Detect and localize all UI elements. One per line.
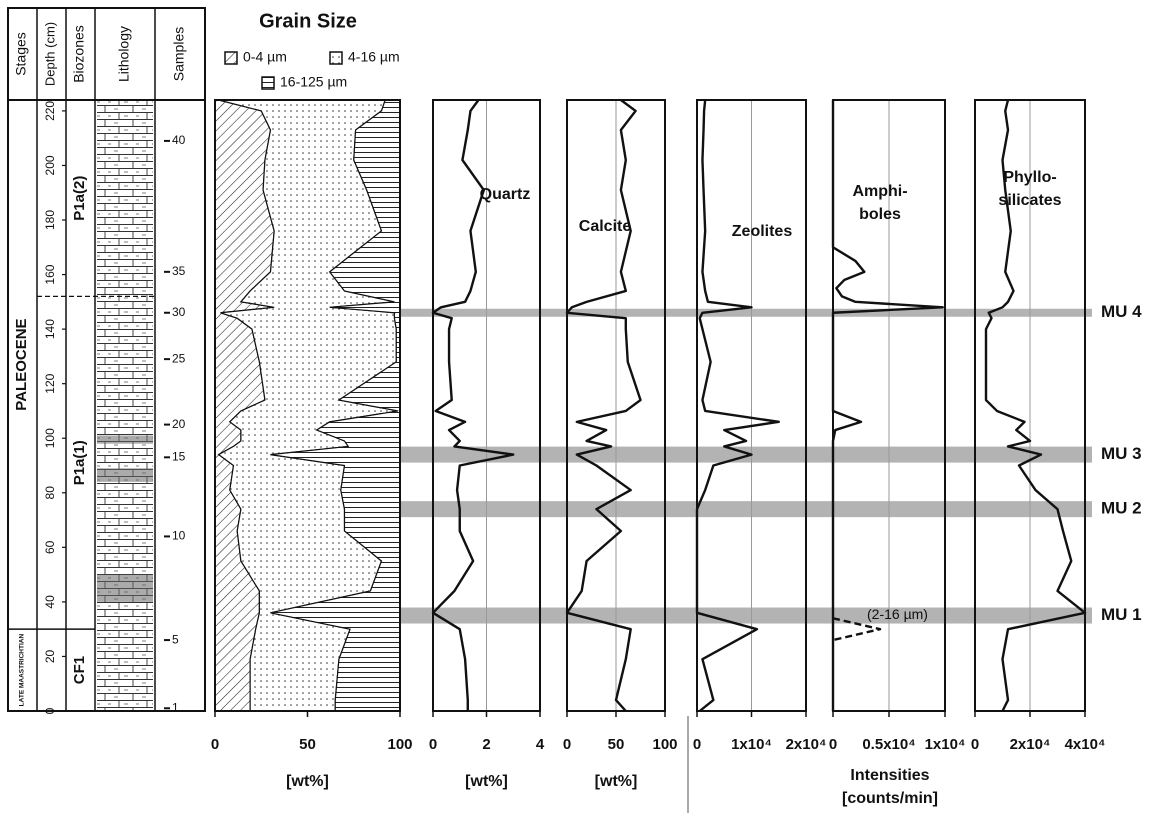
x-tick-label: 0: [971, 736, 979, 753]
panel-title: boles: [859, 206, 901, 223]
x-tick-label: 0: [211, 736, 219, 753]
depth-tick-label: 120: [43, 373, 57, 393]
sample-label: 1: [172, 700, 179, 714]
legend-swatch: [224, 51, 238, 65]
panel-title: Quartz: [480, 186, 531, 203]
sample-label: 20: [172, 417, 186, 431]
mu-label: MU 2: [1101, 499, 1142, 518]
sample-label: 35: [172, 264, 186, 278]
lithology-bed: [97, 574, 153, 602]
panel-frame: [566, 99, 666, 712]
depth-tick-label: 0: [43, 707, 57, 714]
sample-label: 40: [172, 133, 186, 147]
x-tick-label: 100: [387, 736, 412, 753]
panel-title: Amphi-: [852, 183, 907, 200]
x-axis-label: [wt%]: [286, 773, 329, 790]
lithology-fill: [97, 100, 153, 711]
sample-label: 30: [172, 305, 186, 319]
mu-band: [400, 607, 1092, 624]
line: [832, 617, 882, 642]
panel-title: silicates: [998, 192, 1061, 209]
x-tick-label: 0: [429, 736, 437, 753]
depth-tick-label: 220: [43, 101, 57, 121]
panel-frame: [974, 99, 1086, 712]
x-tick-label: 0: [563, 736, 571, 753]
x-tick-label: 2x10⁴: [1010, 736, 1051, 753]
column-header: Biozones: [71, 25, 87, 83]
column-header: Lithology: [116, 26, 132, 82]
stage-label: PALEOCENE: [13, 318, 30, 410]
line: [565, 99, 642, 712]
mu-band: [400, 501, 1092, 518]
legend-swatch: [329, 51, 343, 65]
x-tick-label: 1x10⁴: [925, 736, 966, 753]
line: [831, 100, 944, 711]
depth-tick-label: 60: [43, 540, 57, 554]
panel-frame: [214, 99, 401, 712]
x-tick-label: 0: [693, 736, 701, 753]
column-header: Depth (cm): [42, 22, 57, 86]
panel-title: Calcite: [579, 218, 632, 235]
x-axis-label: Intensities: [850, 767, 929, 784]
depth-tick-label: 200: [43, 155, 57, 175]
panel-frame: [832, 99, 946, 712]
mu-band: [400, 308, 1092, 317]
legend-label: 16-125 µm: [280, 74, 347, 90]
x-tick-label: 50: [299, 736, 316, 753]
legend-label: 0-4 µm: [243, 49, 287, 65]
depth-tick-label: 180: [43, 210, 57, 230]
mu-label: MU 1: [1101, 605, 1142, 624]
panel-frame: [696, 99, 807, 712]
sample-label: 10: [172, 529, 186, 543]
depth-tick-label: 20: [43, 649, 57, 663]
panel-frame: [432, 99, 541, 712]
x-tick-label: 1x10⁴: [731, 736, 772, 753]
mu-band: [400, 446, 1092, 463]
x-tick-label: 4x10⁴: [1065, 736, 1106, 753]
mu-label: MU 4: [1101, 302, 1142, 321]
panel-title: Zeolites: [732, 223, 793, 240]
x-tick-label: 100: [652, 736, 677, 753]
biozone-label: CF1: [71, 656, 88, 684]
lithology-bed: [97, 435, 153, 444]
depth-tick-label: 100: [43, 428, 57, 448]
x-tick-label: 4: [536, 736, 545, 753]
line-annotation: (2-16 µm): [867, 606, 928, 622]
column-frame: [7, 7, 206, 712]
sample-label: 25: [172, 351, 186, 365]
depth-tick-label: 140: [43, 319, 57, 339]
line: [431, 99, 515, 711]
line: [984, 99, 1087, 712]
x-tick-label: 2: [482, 736, 490, 753]
biozone-label: P1a(2): [71, 176, 88, 221]
depth-tick-label: 160: [43, 264, 57, 284]
x-tick-label: 0: [829, 736, 837, 753]
x-axis-label: [wt%]: [595, 773, 638, 790]
depth-tick-label: 80: [43, 486, 57, 500]
legend-label: 4-16 µm: [348, 49, 400, 65]
biozone-label: P1a(1): [71, 440, 88, 485]
stage-label: LATE MAASTRICHTIAN: [19, 634, 26, 707]
x-tick-label: 0.5x10⁴: [862, 736, 915, 753]
panel-title: Phyllo-: [1003, 169, 1056, 186]
lithology-bed: [97, 468, 153, 482]
depth-tick-label: 40: [43, 595, 57, 609]
sample-label: 5: [172, 632, 179, 646]
x-tick-label: 50: [608, 736, 625, 753]
column-header: Samples: [171, 27, 187, 81]
sample-label: 15: [172, 449, 186, 463]
chart-title: Grain Size: [259, 10, 357, 32]
x-axis-label: [counts/min]: [842, 790, 938, 807]
legend-swatch: [261, 76, 275, 90]
mu-label: MU 3: [1101, 444, 1142, 463]
column-header: Stages: [13, 32, 29, 76]
x-axis-label: [wt%]: [465, 773, 508, 790]
x-tick-label: 2x10⁴: [786, 736, 827, 753]
